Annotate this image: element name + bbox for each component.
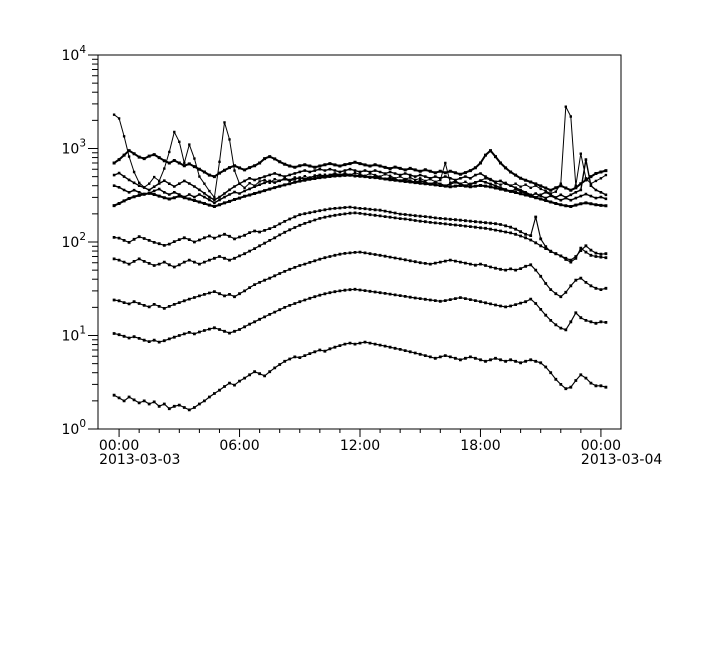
series-line-trace-01-spiky: [113, 106, 607, 198]
x-tick-label: 00:00: [581, 438, 621, 454]
x-tick-label: 00:00: [99, 438, 139, 454]
x-date-label-right: 2013-03-04: [581, 452, 662, 468]
x-tick-label: 18:00: [460, 438, 500, 454]
series-line-trace-05: [113, 174, 606, 208]
y-tick-label: 103: [61, 138, 86, 158]
series-line-trace-09: [113, 288, 606, 343]
series-line-trace-02: [113, 149, 607, 192]
series-markers-trace-10: [112, 340, 608, 412]
x-tick-label: 12:00: [340, 438, 380, 454]
y-tick-label: 104: [61, 44, 86, 64]
series-line-trace-03: [113, 158, 607, 201]
series-markers-trace-07: [112, 211, 608, 269]
y-tick-label: 101: [61, 325, 86, 345]
series-markers-trace-09: [112, 287, 608, 344]
y-tick-label: 102: [61, 231, 86, 251]
y-tick-label: 100: [61, 418, 86, 438]
series-markers-trace-05: [112, 173, 608, 208]
series-line-trace-07: [113, 212, 606, 268]
x-date-label-left: 2013-03-03: [99, 452, 180, 468]
x-tick-label: 06:00: [219, 438, 259, 454]
series-line-trace-10: [113, 341, 607, 411]
